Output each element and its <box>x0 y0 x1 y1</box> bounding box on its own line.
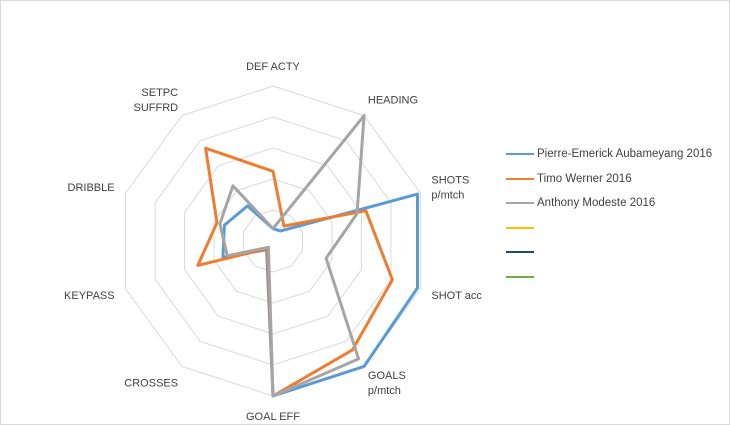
data-point-pierre-emerick-aubameyang-2016-setpc-suffrd <box>246 204 249 208</box>
data-point-anthony-modeste-2016-shots-p-mtch <box>355 212 359 215</box>
legend-item <box>506 240 712 265</box>
data-point-anthony-modeste-2016-keypass <box>226 254 229 257</box>
legend-item: Anthony Modeste 2016 <box>506 191 712 216</box>
axis-label-def-acty: DEF ACTY <box>246 61 300 73</box>
grid-ring-3 <box>184 147 362 335</box>
data-point-anthony-modeste-2016-goals-p-mtch <box>357 357 360 361</box>
data-point-timo-werner-2016-dribble <box>215 221 219 224</box>
axis-label-goals-p-mtch-line-2: p/mtch <box>368 385 401 397</box>
legend-swatch <box>506 251 534 254</box>
legend-swatch <box>506 153 534 156</box>
axis-label-crosses: CROSSES <box>124 378 178 390</box>
data-point-pierre-emerick-aubameyang-2016-heading <box>279 229 282 233</box>
data-point-anthony-modeste-2016-setpc-suffrd <box>231 184 235 187</box>
axis-label-shots-p-mtch-line-2: p/mtch <box>431 189 464 201</box>
legend-item: Pierre-Emerick Aubameyang 2016 <box>506 142 712 167</box>
legend-label: Timo Werner 2016 <box>537 172 632 185</box>
data-point-anthony-modeste-2016-goal-eff <box>271 394 275 398</box>
legend: Pierre-Emerick Aubameyang 2016 Timo Werne… <box>506 142 712 289</box>
axis-label-heading: HEADING <box>368 94 418 106</box>
data-point-anthony-modeste-2016-dribble <box>218 222 222 225</box>
axis-label-dribble: DRIBBLE <box>68 182 115 194</box>
data-point-timo-werner-2016-goals-p-mtch <box>351 348 354 352</box>
legend-item <box>506 265 712 290</box>
legend-swatch <box>506 275 534 278</box>
data-point-timo-werner-2016-keypass <box>196 264 199 267</box>
axis-label-shot-acc: SHOT acc <box>431 290 482 302</box>
grid-ring-1 <box>243 209 303 273</box>
legend-label: Pierre-Emerick Aubameyang 2016 <box>537 148 713 161</box>
data-point-pierre-emerick-aubameyang-2016-shot-acc <box>416 286 419 290</box>
data-point-timo-werner-2016-shot-acc <box>391 278 394 281</box>
data-point-timo-werner-2016-setpc-suffrd <box>204 147 207 150</box>
axis-label-setpc-suffrd-line-1: SETPC <box>141 87 178 99</box>
data-point-timo-werner-2016-def-acty <box>271 170 275 173</box>
data-point-anthony-modeste-2016-heading <box>362 114 366 117</box>
series-line-timo-werner-2016 <box>196 146 394 398</box>
legend-swatch <box>506 177 534 180</box>
axis-label-setpc-suffrd-line-2: SUFFRD <box>133 102 178 114</box>
data-point-timo-werner-2016-heading <box>282 224 286 228</box>
data-point-anthony-modeste-2016-def-acty <box>271 227 275 230</box>
grid-ring-4 <box>154 116 392 366</box>
legend-label: Anthony Modeste 2016 <box>537 197 656 210</box>
data-point-anthony-modeste-2016-crosses <box>267 246 270 249</box>
legend-swatch <box>506 226 534 229</box>
data-point-pierre-emerick-aubameyang-2016-shots-p-mtch <box>416 192 419 196</box>
data-point-anthony-modeste-2016-shot-acc <box>324 257 328 260</box>
data-point-pierre-emerick-aubameyang-2016-goals-p-mtch <box>362 365 366 368</box>
axis-label-shots-p-mtch-line-1: SHOTS <box>431 174 469 186</box>
data-point-pierre-emerick-aubameyang-2016-dribble <box>223 224 226 227</box>
series-line-pierre-emerick-aubameyang-2016 <box>221 192 419 398</box>
axis-label-goal-eff: GOAL EFF <box>246 411 300 423</box>
data-point-timo-werner-2016-shots-p-mtch <box>364 209 368 212</box>
legend-swatch <box>506 202 534 205</box>
legend-item <box>506 216 712 241</box>
axis-label-goals-p-mtch-line-1: GOALS <box>368 370 406 382</box>
legend-item: Timo Werner 2016 <box>506 167 712 192</box>
axis-label-keypass: KEYPASS <box>64 290 115 302</box>
grid-ring-2 <box>213 178 333 304</box>
